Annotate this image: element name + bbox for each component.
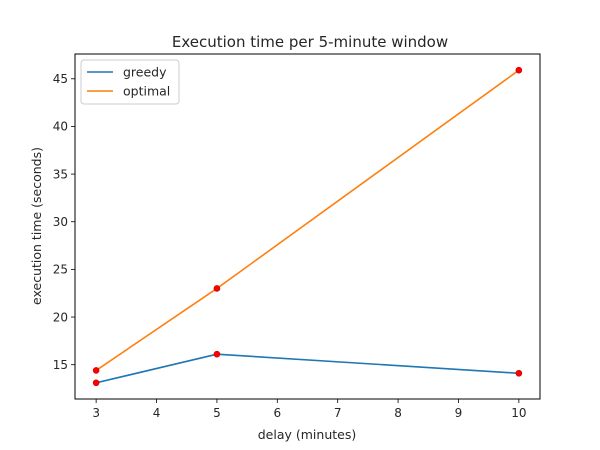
y-axis-label: execution time (seconds) — [29, 147, 44, 305]
data-point-optimal — [515, 66, 523, 74]
y-tick-label: 25 — [53, 263, 68, 277]
y-tick-label: 45 — [53, 72, 68, 86]
series-line-greedy — [95, 353, 519, 384]
x-tick-label: 7 — [334, 406, 342, 420]
legend-box — [80, 59, 180, 105]
x-tick-label: 6 — [273, 406, 281, 420]
x-tick-label: 9 — [455, 406, 463, 420]
y-tick-label: 35 — [53, 167, 68, 181]
x-tick-label: 3 — [92, 406, 100, 420]
x-axis-label: delay (minutes) — [258, 427, 356, 442]
data-point-optimal — [213, 285, 221, 292]
y-tick-label: 15 — [53, 358, 68, 372]
y-axis-ticks: 15 20 25 30 35 40 45 — [53, 72, 75, 372]
x-tick-label: 5 — [213, 406, 221, 420]
x-tick-label: 10 — [511, 406, 526, 420]
chart-title: Execution time per 5-minute window — [172, 33, 448, 51]
y-tick-label: 40 — [53, 120, 68, 134]
legend-label-greedy: greedy — [123, 65, 167, 80]
series-line-optimal — [95, 69, 520, 372]
series-markers — [92, 66, 523, 387]
x-tick-label: 4 — [153, 406, 161, 420]
plot-area-frame — [74, 53, 541, 400]
data-point-greedy — [515, 369, 523, 377]
data-point-greedy — [213, 350, 221, 358]
y-tick-label: 30 — [53, 215, 68, 229]
series-lines — [95, 69, 520, 384]
x-axis-ticks: 3 4 5 6 7 8 9 10 — [92, 399, 527, 420]
data-point-greedy — [92, 379, 100, 387]
legend: greedy optimal — [80, 59, 180, 105]
y-tick-label: 20 — [53, 310, 68, 324]
x-tick-label: 8 — [394, 406, 402, 420]
data-point-optimal — [92, 367, 100, 374]
legend-label-optimal: optimal — [123, 84, 170, 99]
